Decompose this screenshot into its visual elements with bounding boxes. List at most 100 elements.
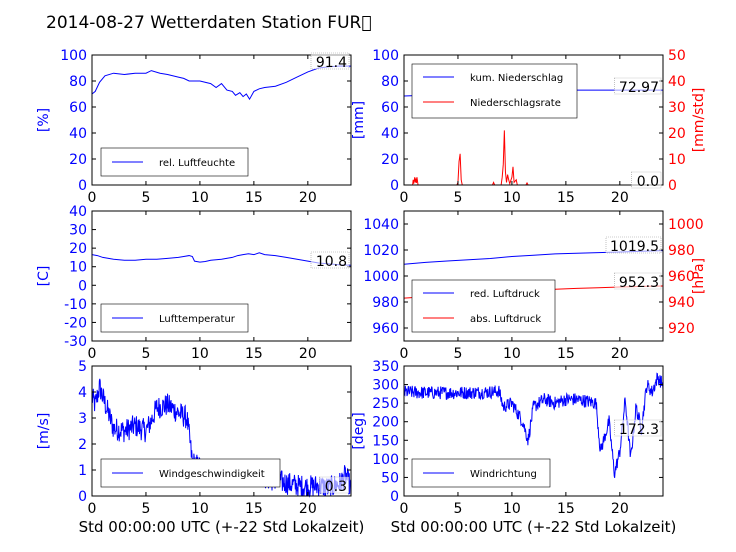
y-tick-label: 300 <box>372 378 399 394</box>
y-tick-label: 200 <box>372 415 399 431</box>
value-annotation: 172.3 <box>619 422 659 438</box>
y-tick-label: -20 <box>64 315 87 331</box>
panel-windspeed: 0 5 10 15 20 0 1 2 3 4 5 [m/s] Std 00:00:00 UTC (+-2… <box>36 359 364 536</box>
x-tick-label: 0 <box>400 190 409 206</box>
y-tick-label: 40 <box>69 204 87 220</box>
axes-frame-precipitation <box>403 54 664 186</box>
x-tick-label: 15 <box>245 501 263 517</box>
legend-label: rel. Luftfeuchte <box>159 158 235 169</box>
y-tick-label: 100 <box>372 48 399 64</box>
value-annotation-box <box>631 171 662 189</box>
x-tick-label: 15 <box>557 190 575 206</box>
x-tick-label: 20 <box>299 190 317 206</box>
y-tick-label: -10 <box>64 297 87 313</box>
legend-temperature: Lufttemperatur <box>100 303 249 333</box>
y-tick-label: 0 <box>78 178 87 194</box>
x-tick-label: 5 <box>453 346 462 362</box>
y-tick-label: 2 <box>78 437 87 453</box>
y-tick-label: 0 <box>78 278 87 294</box>
x-tick-label: 0 <box>400 501 409 517</box>
y-right-tick-label: 940 <box>668 295 695 311</box>
y-tick-label: -30 <box>64 334 87 350</box>
x-tick-label: 5 <box>453 190 462 206</box>
value-annotation: 0.0 <box>637 174 659 190</box>
y-right-tick-label: 40 <box>668 74 686 90</box>
legend-windspeed: Windgeschwindigkeit <box>100 458 281 488</box>
x-tick-label: 0 <box>88 346 97 362</box>
y-tick-label: 80 <box>381 74 399 90</box>
legend-humidity: rel. Luftfeuchte <box>100 147 249 177</box>
x-tick-label: 20 <box>611 346 629 362</box>
value-annotation: 72.97 <box>619 80 659 96</box>
y-tick-label: 5 <box>78 359 87 375</box>
value-annotation-box <box>614 77 662 95</box>
x-tick-label: 0 <box>400 346 409 362</box>
y-right-tick-label: 980 <box>668 243 695 259</box>
value-annotation: 10.8 <box>316 254 347 270</box>
y-tick-label: 4 <box>78 385 87 401</box>
y-axis-label: [%] <box>36 108 52 132</box>
y-tick-label: 1040 <box>363 217 399 233</box>
y-axis-label: [mm] <box>351 101 367 139</box>
y-tick-label: 960 <box>372 321 399 337</box>
y-tick-label: 60 <box>381 100 399 116</box>
legend-label: Windgeschwindigkeit <box>159 469 265 480</box>
x-axis-label: Std 00:00:00 UTC (+-22 Std Lokalzeit) <box>79 518 365 536</box>
legend-label: kum. Niederschlag <box>470 73 563 84</box>
legend-label: Niederschlagsrate <box>470 98 561 109</box>
y-axis-label: [C] <box>36 266 52 287</box>
y-tick-label: 0 <box>78 489 87 505</box>
y-tick-label: 100 <box>372 452 399 468</box>
y-tick-label: 20 <box>69 241 87 257</box>
x-tick-label: 5 <box>141 190 150 206</box>
y-tick-label: 30 <box>69 223 87 239</box>
value-annotation-box <box>319 476 350 494</box>
y-right-tick-label: 10 <box>668 152 686 168</box>
y-tick-label: 150 <box>372 433 399 449</box>
x-tick-label: 15 <box>245 190 263 206</box>
y-right-tick-label: 50 <box>668 48 686 64</box>
x-tick-label: 10 <box>503 190 521 206</box>
y-tick-label: 40 <box>381 126 399 142</box>
y-tick-label: 0 <box>390 178 399 194</box>
x-tick-label: 5 <box>141 501 150 517</box>
value-annotation-box <box>614 272 662 290</box>
panel-humidity: 0 5 10 15 20 0 20 40 60 80 100 [%] rel. Luftfeuchte 9… <box>36 48 352 206</box>
x-tick-label: 5 <box>453 501 462 517</box>
y-tick-label: 10 <box>69 260 87 276</box>
series-line-precipitation-1 <box>404 130 663 186</box>
y-tick-label: 20 <box>381 152 399 168</box>
legend-precipitation: kum. Niederschlag Niederschlagsrate <box>411 63 578 119</box>
y-axis-label: [deg] <box>351 412 367 449</box>
y-right-tick-label: 1000 <box>668 217 704 233</box>
value-annotation: 1019.5 <box>610 239 659 255</box>
axes-frame-windspeed <box>91 365 352 497</box>
y-tick-label: 100 <box>60 48 87 64</box>
y-tick-label: 80 <box>69 74 87 90</box>
series-line-humidity-0 <box>91 65 352 101</box>
y-right-tick-label: 920 <box>668 321 695 337</box>
y-tick-label: 50 <box>381 470 399 486</box>
figure-title: 2014-08-27 Wetterdaten Station FUR  <box>46 13 372 33</box>
y-tick-label: 250 <box>372 396 399 412</box>
y-right-axis-label: [mm/std] <box>691 88 707 153</box>
value-annotation: 91.4 <box>316 55 347 71</box>
legend-label: Windrichtung <box>470 469 537 480</box>
x-tick-label: 10 <box>503 346 521 362</box>
y-right-axis-label: [hPa] <box>691 258 707 294</box>
legend-pressure: red. Luftdruck abs. Luftdruck <box>411 279 556 333</box>
y-tick-label: 350 <box>372 359 399 375</box>
value-annotation: 0.3 <box>325 479 347 495</box>
x-tick-label: 0 <box>88 501 97 517</box>
series-line-winddirection-0 <box>403 372 664 478</box>
value-annotation-box <box>605 236 662 254</box>
value-annotation-box <box>614 419 662 437</box>
y-tick-label: 40 <box>69 126 87 142</box>
y-tick-label: 3 <box>78 411 87 427</box>
y-right-tick-label: 0 <box>668 178 677 194</box>
axes-frame-humidity <box>91 54 352 186</box>
value-annotation-box <box>310 52 350 70</box>
y-tick-label: 60 <box>69 100 87 116</box>
